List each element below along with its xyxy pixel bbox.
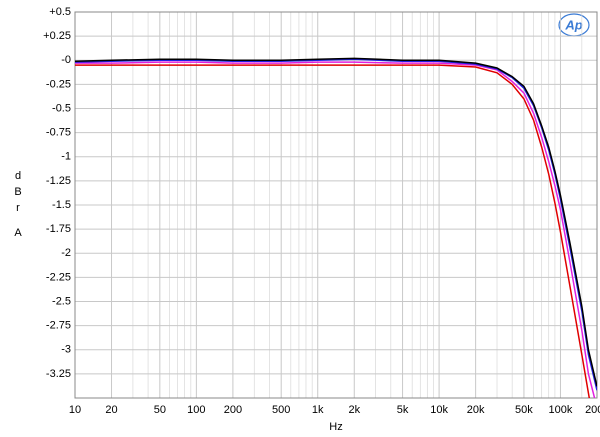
x-tick-label: 100k [549,404,573,416]
x-tick-label: 2k [348,404,360,416]
x-tick-label: 20 [105,404,117,416]
y-tick-label: -1 [61,151,71,163]
x-axis-label: Hz [329,421,342,433]
y-tick-label: -3.25 [46,368,71,380]
y-tick-label: +0.25 [43,30,71,42]
x-tick-label: 10 [69,404,81,416]
y-tick-label: -3 [61,344,71,356]
plot-border [74,11,598,399]
logo: Ap [564,17,582,32]
y-axis-label: r [16,202,20,214]
series-line [75,64,591,398]
y-axis-label: B [14,186,21,198]
y-tick-label: -2 [61,247,71,259]
x-tick-label: 200 [224,404,242,416]
series-line [75,57,597,387]
y-tick-label: -1.5 [52,199,71,211]
x-tick-label: 200k [585,404,600,416]
y-tick-label: -1.75 [46,223,71,235]
series-line [75,61,596,398]
x-tick-label: 100 [187,404,205,416]
y-tick-label: -0.25 [46,78,71,90]
x-tick-label: 50k [515,404,533,416]
y-axis-label: A [14,227,22,239]
y-tick-label: +0.5 [49,6,71,18]
x-tick-label: 1k [312,404,324,416]
y-tick-label: -1.25 [46,175,71,187]
y-tick-label: -2.5 [52,295,71,307]
y-tick-label: -0.5 [52,102,71,114]
x-tick-label: 5k [397,404,409,416]
series-line [75,58,597,391]
y-tick-label: -2.25 [46,271,71,283]
y-tick-label: -2.75 [46,320,71,332]
x-tick-label: 50 [154,404,166,416]
x-tick-label: 10k [430,404,448,416]
y-tick-label: -0.75 [46,127,71,139]
series-group [75,57,597,398]
y-axis-label: d [15,170,21,182]
x-tick-label: 20k [467,404,485,416]
y-tick-label: -0 [61,54,71,66]
x-tick-label: 500 [272,404,290,416]
